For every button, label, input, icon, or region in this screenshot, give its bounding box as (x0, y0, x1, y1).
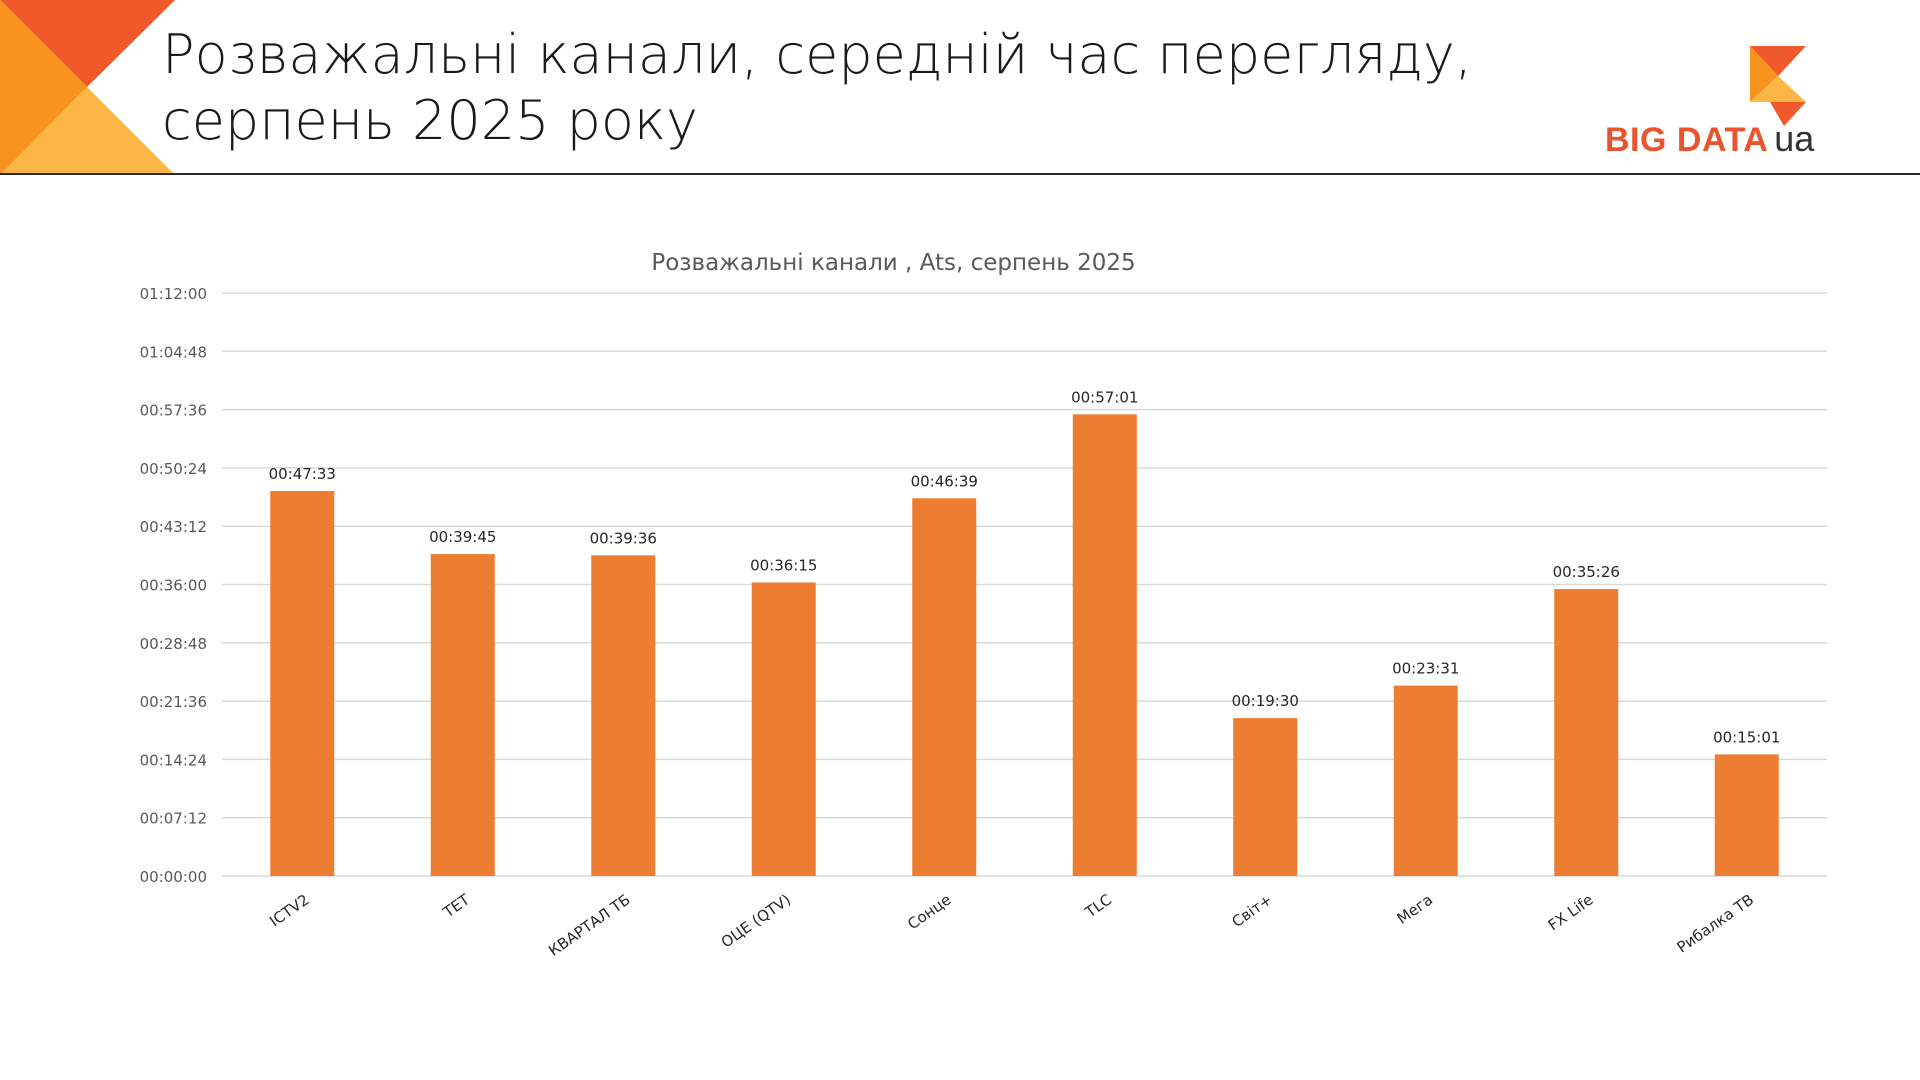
data-label: 00:39:36 (590, 529, 657, 547)
bar (591, 555, 656, 876)
bar (1393, 685, 1458, 876)
x-tick-label: Рибалка ТВ (1674, 891, 1757, 957)
x-tick-label: ОЦЕ (QTV) (718, 891, 794, 952)
data-label: 00:36:15 (750, 556, 817, 574)
data-label: 00:15:01 (1713, 728, 1780, 746)
x-tick-label: КВАРТАЛ ТБ (545, 891, 633, 960)
data-label: 00:47:33 (269, 465, 336, 483)
y-tick-label: 00:43:12 (140, 518, 207, 536)
bar (1233, 718, 1298, 876)
data-label: 00:46:39 (911, 472, 978, 490)
y-tick-label: 01:04:48 (140, 343, 207, 361)
x-tick-label: ТЕТ (439, 890, 474, 922)
x-tick-label: FX Life (1545, 891, 1597, 935)
header-divider (0, 173, 1920, 175)
data-label: 00:39:45 (429, 528, 496, 546)
y-tick-label: 00:36:00 (140, 577, 207, 595)
y-tick-label: 00:07:12 (140, 810, 207, 828)
x-tick-label: TLC (1081, 891, 1115, 922)
data-label: 00:57:01 (1071, 388, 1138, 406)
logo-text-suffix: ua (1774, 118, 1815, 159)
logo-wordmark: BIG DATA ua (1605, 118, 1814, 160)
data-label: 00:35:26 (1553, 563, 1620, 581)
data-label: 00:19:30 (1232, 692, 1299, 710)
slide-title: Розважальні канали, середній час перегля… (162, 22, 1472, 154)
bar (1072, 414, 1137, 876)
logo-text-main: BIG DATA (1605, 121, 1769, 159)
y-tick-label: 00:50:24 (140, 460, 207, 478)
bar (751, 582, 816, 876)
slide-title-line-1: Розважальні канали, середній час перегля… (162, 23, 1473, 86)
logo-mark-icon (1750, 46, 1806, 126)
x-tick-label: Сонце (904, 891, 954, 934)
y-tick-label: 00:28:48 (140, 635, 207, 653)
big-data-ua-logo: BIG DATA ua (1605, 46, 1835, 160)
chart-title: Розважальні канали , Ats, серпень 2025 (651, 250, 1136, 276)
x-tick-label: Світ+ (1229, 891, 1276, 931)
bar (1714, 754, 1779, 876)
corner-decoration (0, 0, 175, 175)
y-tick-label: 00:14:24 (140, 751, 207, 769)
bar (912, 498, 977, 876)
x-tick-label: Мега (1394, 891, 1436, 928)
y-tick-label: 00:57:36 (140, 402, 207, 420)
data-label: 00:23:31 (1392, 660, 1459, 678)
y-tick-label: 00:21:36 (140, 693, 207, 711)
bar (270, 490, 335, 876)
bar (430, 554, 495, 876)
x-tick-label: ICTV2 (266, 891, 312, 931)
slide-title-line-2: серпень 2025 року (162, 89, 698, 152)
bar (1554, 589, 1619, 876)
y-tick-label: 00:00:00 (140, 868, 207, 886)
y-tick-label: 01:12:00 (140, 285, 207, 303)
